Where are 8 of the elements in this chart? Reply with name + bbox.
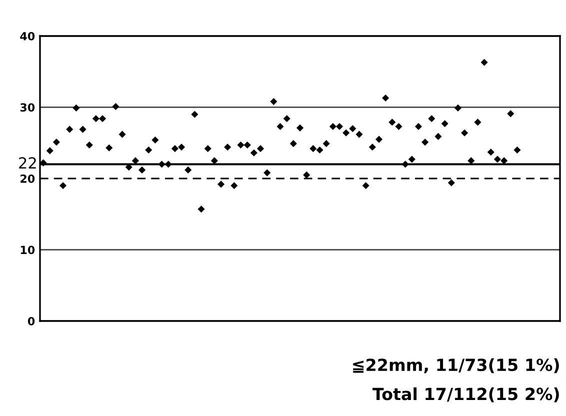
- y-tick-label: 30: [20, 103, 35, 112]
- text: Total 17/112(15 2%): [372, 387, 559, 402]
- y-tick-label: 0: [28, 316, 35, 326]
- ref-line-label: 22: [19, 157, 36, 168]
- y-tick-label: 10: [20, 246, 35, 254]
- y-tick-label: 20: [20, 174, 35, 183]
- y-tick-label: 40: [20, 32, 35, 40]
- text: ≦22mm, 11/73(15 1%): [353, 358, 559, 374]
